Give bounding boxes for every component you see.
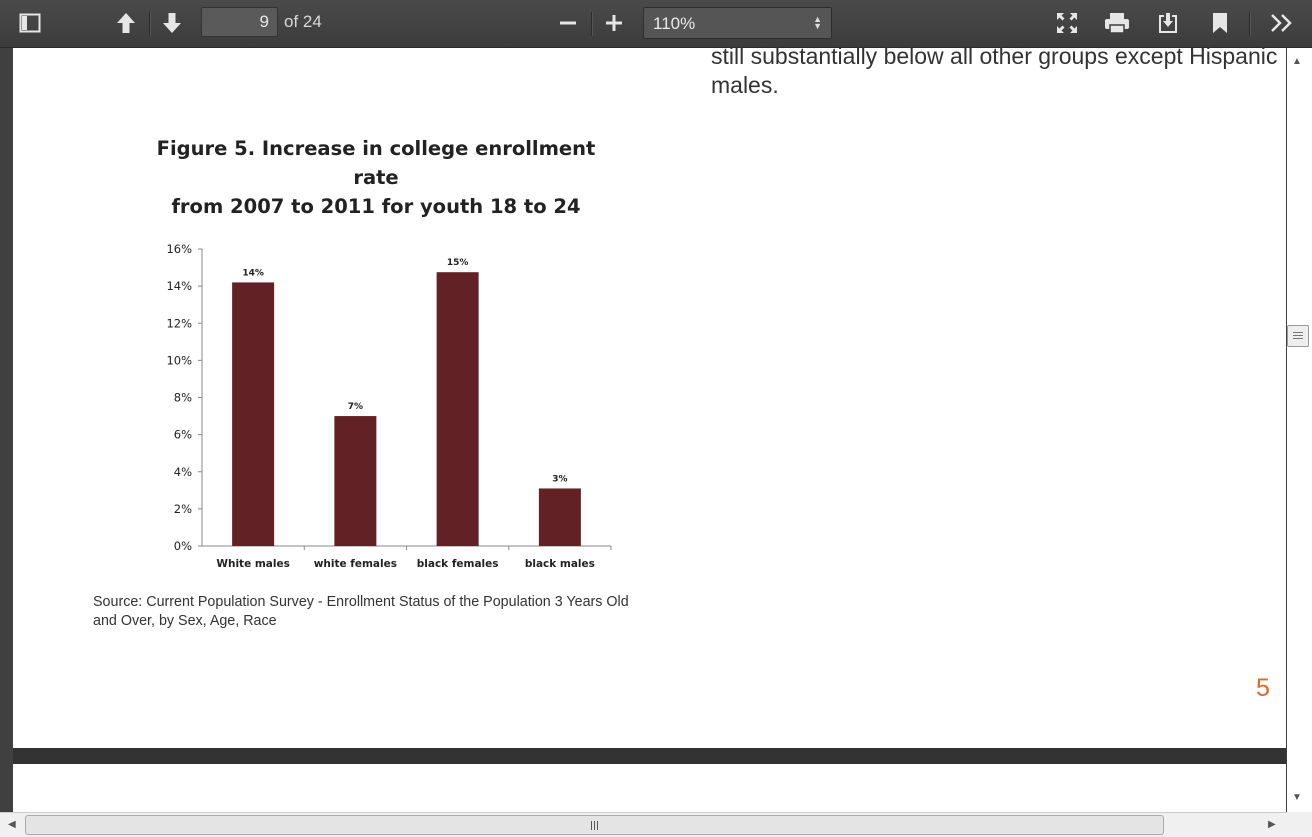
horizontal-scroll-thumb[interactable] [25,815,1164,835]
x-category-label: white females [314,558,397,570]
pdf-toolbar: 9 of 24 110% ▲ ▼ [0,0,1312,48]
bar-data-label: 14% [242,268,264,278]
y-tick-label: 8% [174,391,192,405]
horizontal-scrollbar[interactable]: ◀ ▶ [0,812,1312,837]
scroll-left-icon[interactable]: ◀ [8,819,16,830]
bar [538,488,581,546]
scroll-up-icon[interactable]: ▲ [1292,56,1302,67]
x-category-label: White males [216,558,289,570]
y-tick-label: 16% [166,242,192,256]
bar [436,272,479,546]
source-line: and Over, by Sex, Age, Race [93,613,277,629]
tools-icon[interactable] [1266,8,1298,38]
grip-line [1293,332,1303,333]
sidebar-toggle-icon[interactable] [14,8,46,38]
page-count-label: of 24 [284,12,322,31]
body-text-line: still substantially below all other grou… [711,43,1278,69]
page-number: 5 [1256,674,1270,702]
y-tick-label: 6% [174,428,192,442]
source-line: Source: Current Population Survey - Enro… [93,594,629,610]
scroll-down-icon[interactable]: ▼ [1292,792,1302,803]
figure-title: Figure 5. Increase in college enrollment… [143,134,609,221]
grip-line [1293,338,1303,339]
previous-page-icon[interactable] [110,8,142,38]
y-tick-label: 14% [166,279,192,293]
toolbar-divider [1249,12,1251,36]
figure-title-line: Figure 5. Increase in college enrollment… [156,137,596,189]
y-tick-label: 2% [174,502,192,516]
toolbar-divider [591,12,593,36]
grip-line [594,821,595,830]
x-category-label: black females [417,558,499,570]
bar [334,416,377,546]
vertical-scroll-thumb[interactable] [1287,325,1309,347]
y-tick-label: 0% [174,539,192,553]
scroll-right-icon[interactable]: ▶ [1268,819,1276,830]
y-tick-label: 12% [166,316,192,330]
figure-source: Source: Current Population Survey - Enro… [93,593,673,631]
grip-line [591,821,592,830]
y-tick-label: 10% [166,353,192,367]
figure-title-line: from 2007 to 2011 for youth 18 to 24 [171,195,581,218]
zoom-value: 110% [653,14,696,33]
download-icon[interactable] [1152,8,1184,38]
next-page-icon[interactable] [156,8,188,38]
pdf-page: still substantially below all other grou… [13,43,1286,748]
grip-line [1293,335,1303,336]
bar-data-label: 7% [348,402,363,412]
presentation-mode-icon[interactable] [1051,8,1083,38]
select-arrows-icon: ▲ ▼ [813,14,822,31]
bar-data-label: 15% [447,258,469,268]
zoom-in-icon[interactable] [598,8,630,38]
body-paragraph: still substantially below all other grou… [711,42,1286,100]
document-viewer: still substantially below all other grou… [0,43,1312,837]
vertical-scrollbar[interactable] [1287,48,1312,812]
body-text-line: males. [711,72,779,98]
page-separator [13,748,1286,764]
x-category-label: black males [525,558,595,570]
scrollbar-corner [1287,812,1312,837]
toolbar-divider [149,12,151,36]
bar [232,282,275,546]
bookmark-icon[interactable] [1204,8,1236,38]
page-number-input[interactable]: 9 [201,7,278,37]
bar-data-label: 3% [552,474,567,484]
zoom-out-icon[interactable] [552,8,584,38]
y-tick-label: 4% [174,465,192,479]
print-icon[interactable] [1101,8,1133,38]
zoom-select[interactable]: 110% ▲ ▼ [643,7,832,39]
grip-line [597,821,598,830]
bar-chart: 0% 2% 4% 6% 8% 10% 12% 14% 16% 14% White males 7% wh… [166,242,612,570]
pdf-next-page [13,764,1286,813]
